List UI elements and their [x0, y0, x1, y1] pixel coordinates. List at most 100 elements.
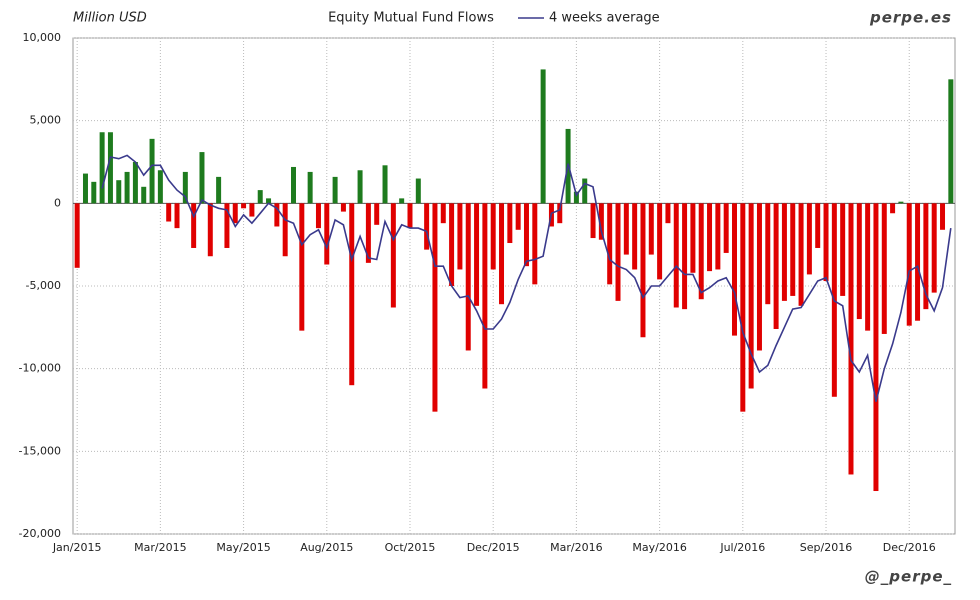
- y-tick-label: 0: [54, 196, 61, 209]
- bar: [357, 170, 363, 204]
- bar: [698, 203, 704, 300]
- bar: [315, 203, 321, 229]
- bar: [598, 203, 604, 240]
- bar: [948, 79, 954, 204]
- bar: [332, 176, 338, 204]
- bar: [349, 203, 355, 386]
- bar: [257, 190, 263, 204]
- y-tick-label: -5,000: [26, 279, 61, 292]
- average-line: [101, 154, 952, 402]
- bar: [91, 181, 97, 204]
- y-tick-label: -15,000: [19, 444, 61, 457]
- x-tick-label: Aug/2015: [300, 541, 353, 554]
- bar: [890, 203, 896, 214]
- bar: [282, 203, 288, 257]
- bar: [740, 203, 746, 412]
- bar: [756, 203, 762, 351]
- bar: [307, 171, 313, 204]
- x-tick-label: Dec/2016: [883, 541, 936, 554]
- bar: [523, 203, 529, 267]
- bar: [474, 203, 480, 306]
- bar: [848, 203, 854, 475]
- bar: [940, 203, 946, 230]
- bar: [823, 203, 829, 282]
- bar: [74, 203, 80, 268]
- bar: [191, 203, 197, 248]
- bar: [690, 203, 696, 273]
- bar: [482, 203, 488, 389]
- bar: [781, 203, 787, 301]
- bar: [499, 203, 505, 305]
- bar: [657, 203, 663, 280]
- bar: [515, 203, 521, 230]
- bar: [216, 176, 222, 204]
- bar: [840, 203, 846, 296]
- bar: [923, 203, 929, 310]
- bar: [82, 173, 88, 204]
- bar: [623, 203, 629, 255]
- bar: [340, 203, 346, 212]
- bar: [390, 203, 396, 308]
- bar: [382, 165, 388, 204]
- x-tick-label: May/2016: [632, 541, 686, 554]
- bar: [590, 203, 596, 239]
- bar: [241, 203, 247, 209]
- bar: [174, 203, 180, 229]
- y-tick-label: -20,000: [19, 527, 61, 540]
- bar: [715, 203, 721, 270]
- bar: [557, 203, 563, 224]
- bar: [507, 203, 513, 244]
- bar: [673, 203, 679, 308]
- bar: [141, 186, 147, 204]
- x-tick-label: Sep/2016: [800, 541, 852, 554]
- bar: [540, 69, 546, 204]
- bar: [790, 203, 796, 296]
- bar: [116, 180, 122, 204]
- bar: [707, 203, 713, 272]
- bar: [207, 203, 213, 257]
- bar: [865, 203, 871, 331]
- bar: [440, 203, 446, 224]
- bar: [773, 203, 779, 329]
- bar: [399, 198, 405, 204]
- bar: [149, 138, 155, 204]
- x-tick-label: Mar/2015: [134, 541, 186, 554]
- bar: [232, 203, 238, 224]
- bar: [573, 191, 579, 204]
- bar: [806, 203, 812, 275]
- bar: [274, 203, 280, 227]
- bar: [124, 171, 130, 204]
- bar: [798, 203, 804, 306]
- bar: [732, 203, 737, 336]
- bar: [365, 203, 371, 263]
- bar: [640, 203, 646, 338]
- bar: [449, 203, 455, 286]
- bar: [299, 203, 305, 331]
- bar: [607, 203, 613, 285]
- bar: [615, 203, 621, 301]
- x-tick-label: May/2015: [216, 541, 270, 554]
- bar: [682, 203, 688, 310]
- bar: [665, 203, 671, 224]
- bar: [898, 201, 904, 204]
- legend-label: 4 weeks average: [549, 11, 660, 26]
- y-tick-label: 5,000: [30, 114, 62, 127]
- bar: [157, 170, 163, 204]
- bar: [249, 203, 255, 217]
- bar: [266, 198, 272, 204]
- bar: [291, 166, 296, 204]
- bar: [407, 203, 413, 229]
- y-tick-label: 10,000: [23, 31, 62, 44]
- bar: [224, 203, 230, 248]
- bar: [182, 171, 188, 204]
- bar: [107, 132, 113, 204]
- bar: [881, 203, 887, 334]
- credit: @_perpe_: [865, 568, 952, 586]
- bar: [415, 178, 421, 204]
- bar: [99, 132, 105, 204]
- bar: [432, 203, 438, 412]
- chart-title: Equity Mutual Fund Flows: [328, 11, 494, 26]
- bar: [815, 203, 821, 248]
- bar: [906, 203, 912, 326]
